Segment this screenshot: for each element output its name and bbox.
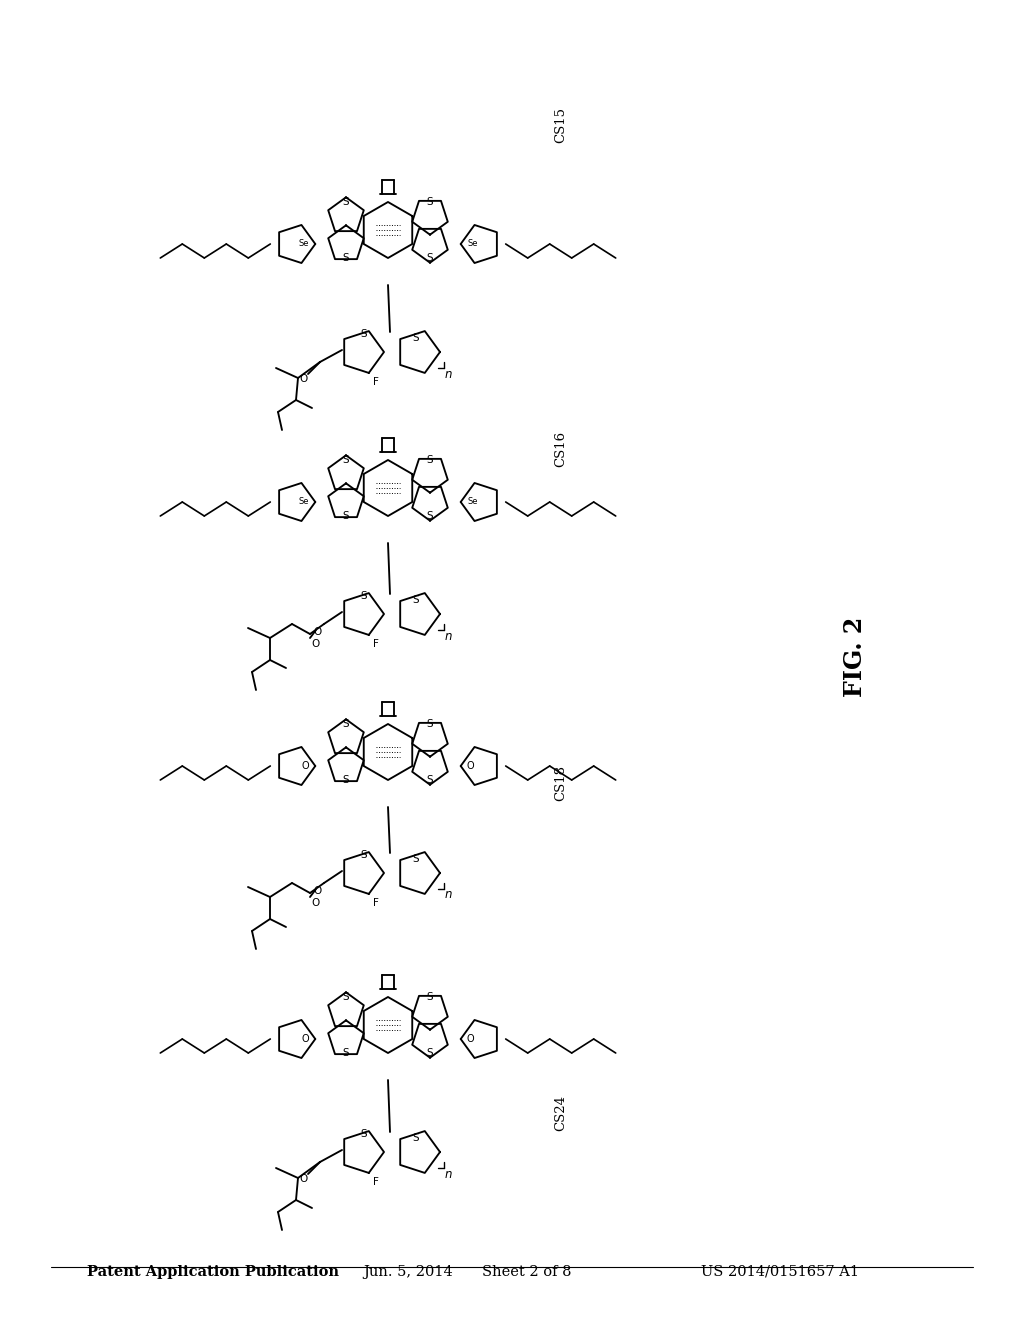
Text: S: S: [427, 993, 433, 1002]
Text: F: F: [373, 898, 379, 908]
Text: S: S: [360, 1129, 368, 1139]
Text: FIG. 2: FIG. 2: [843, 618, 867, 697]
Text: S: S: [343, 775, 349, 785]
Text: O: O: [467, 762, 474, 771]
Text: CS18: CS18: [555, 764, 567, 801]
Text: O: O: [312, 639, 321, 649]
Text: F: F: [373, 639, 379, 649]
Text: S: S: [427, 511, 433, 521]
Text: Se: Se: [298, 498, 308, 507]
Text: S: S: [427, 775, 433, 785]
Text: S: S: [343, 1048, 349, 1059]
Text: CS24: CS24: [555, 1094, 567, 1131]
Text: CS16: CS16: [555, 430, 567, 467]
Text: O: O: [314, 627, 323, 638]
Text: S: S: [343, 993, 349, 1002]
Text: Jun. 5, 2014  Sheet 2 of 8: Jun. 5, 2014 Sheet 2 of 8: [364, 1265, 572, 1279]
Text: S: S: [360, 329, 368, 339]
Text: S: S: [343, 197, 349, 207]
Text: O: O: [299, 374, 307, 384]
Text: n: n: [444, 630, 452, 643]
Text: S: S: [427, 455, 433, 465]
Text: n: n: [444, 367, 452, 380]
Text: S: S: [360, 591, 368, 601]
Text: O: O: [301, 762, 309, 771]
Text: O: O: [301, 1034, 309, 1044]
Text: O: O: [312, 898, 321, 908]
Text: US 2014/0151657 A1: US 2014/0151657 A1: [701, 1265, 859, 1279]
Text: S: S: [343, 511, 349, 521]
Text: F: F: [373, 1177, 379, 1187]
Text: F: F: [373, 378, 379, 387]
Text: n: n: [444, 1167, 452, 1180]
Text: O: O: [299, 1173, 307, 1184]
Text: S: S: [343, 455, 349, 465]
Text: O: O: [467, 1034, 474, 1044]
Text: S: S: [343, 253, 349, 263]
Text: n: n: [444, 888, 452, 902]
Text: S: S: [343, 719, 349, 729]
Text: S: S: [427, 1048, 433, 1059]
Text: S: S: [413, 333, 419, 343]
Text: S: S: [413, 1133, 419, 1143]
Text: S: S: [413, 595, 419, 605]
Text: S: S: [413, 854, 419, 865]
Text: S: S: [360, 850, 368, 861]
Text: Se: Se: [467, 498, 478, 507]
Text: CS15: CS15: [555, 107, 567, 144]
Text: Patent Application Publication: Patent Application Publication: [87, 1265, 339, 1279]
Text: O: O: [314, 886, 323, 896]
Text: Se: Se: [467, 239, 478, 248]
Text: S: S: [427, 719, 433, 729]
Text: Se: Se: [298, 239, 308, 248]
Text: S: S: [427, 253, 433, 263]
Text: S: S: [427, 197, 433, 207]
